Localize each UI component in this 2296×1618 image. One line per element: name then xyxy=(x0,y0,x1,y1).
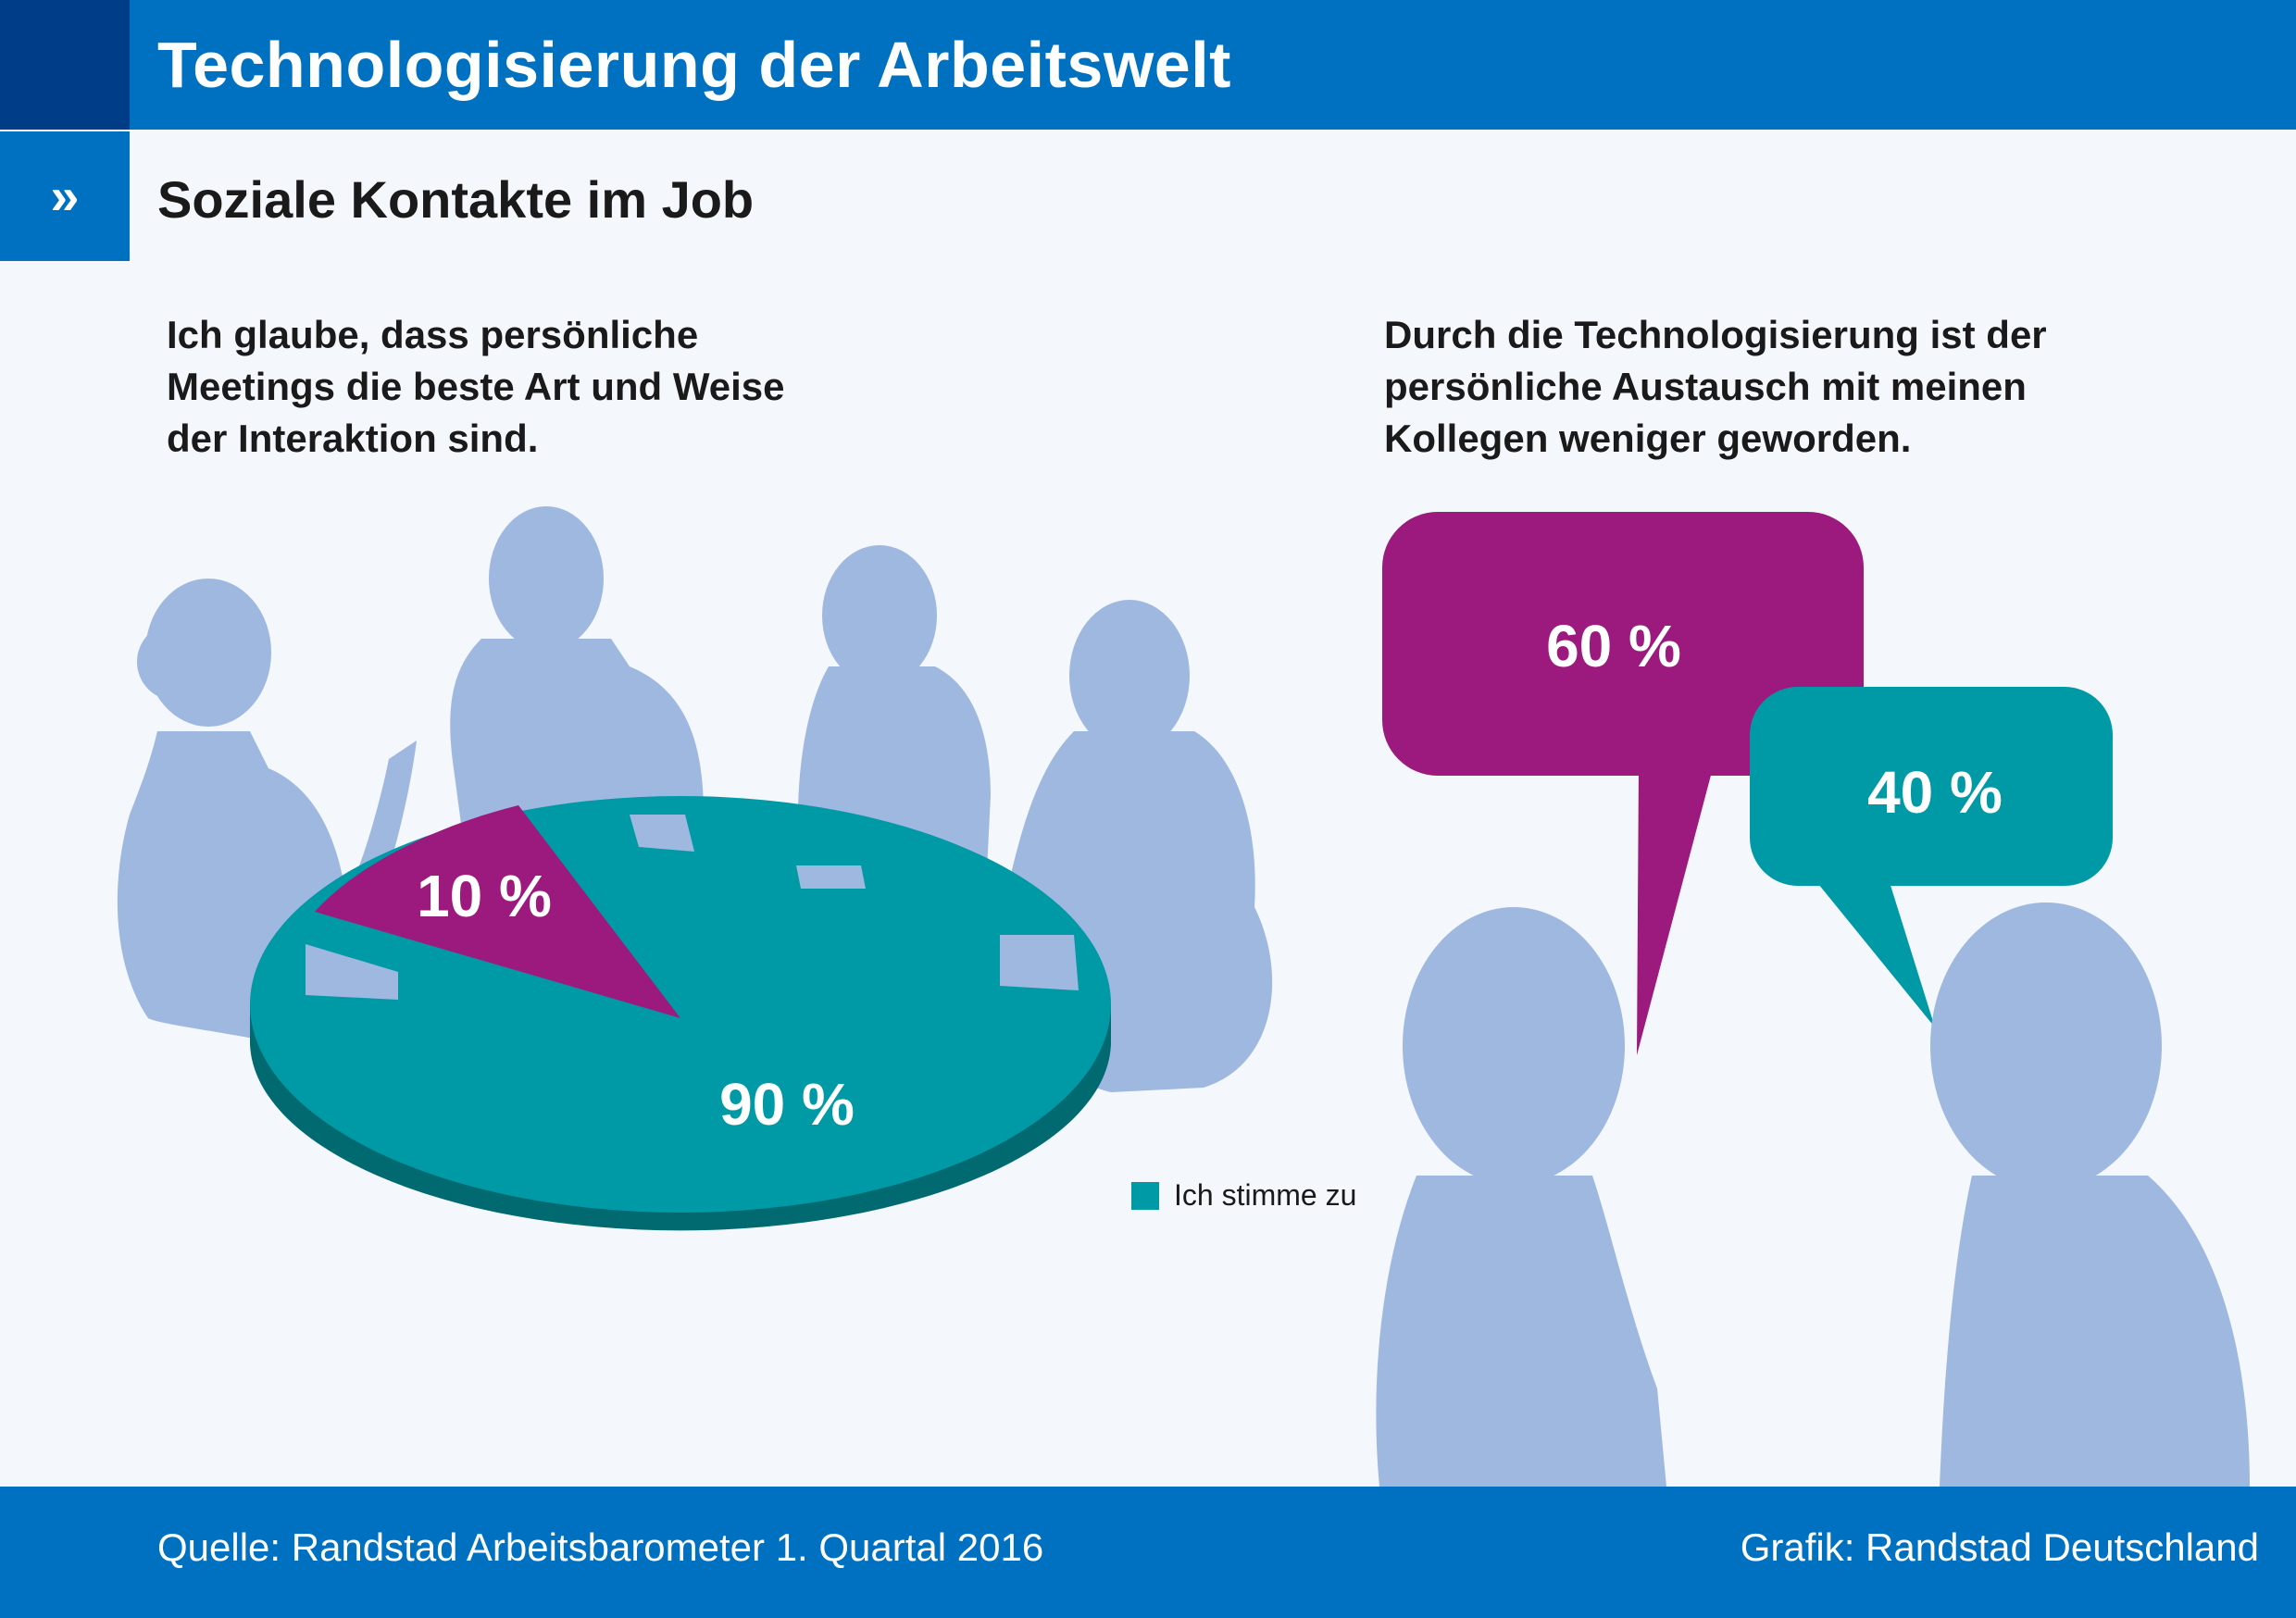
footer-source: Quelle: Randstad Arbeitsbarometer 1. Qua… xyxy=(157,1525,1044,1569)
bubble-label-purple: 60 % xyxy=(1546,613,1681,679)
bubble-label-teal: 40 % xyxy=(1867,759,2003,826)
speech-bubble-teal xyxy=(1750,687,2113,1027)
pie-chart xyxy=(250,796,1111,1231)
footer-bar xyxy=(0,1487,2296,1618)
speech-bubble-purple xyxy=(1382,512,1864,1055)
footer-credit: Grafik: Randstad Deutschland xyxy=(1740,1525,2259,1569)
chart-legend: Ich stimme zu xyxy=(1131,1178,1356,1213)
header-accent-block xyxy=(0,0,130,130)
pie-label-other: 10 % xyxy=(417,863,552,929)
meeting-hands xyxy=(306,815,1079,1000)
chevron-right-icon: » xyxy=(0,131,130,261)
legend-swatch-agree xyxy=(1131,1181,1159,1210)
pie-label-agree: 90 % xyxy=(719,1071,855,1138)
legend-label-agree: Ich stimme zu xyxy=(1174,1178,1357,1212)
page-subtitle: Soziale Kontakte im Job xyxy=(157,170,755,229)
chart-title-exchange: Durch die Technologisierung ist der pers… xyxy=(1384,313,2047,460)
conversation-silhouettes xyxy=(1376,902,2250,1487)
chart-title-meetings: Ich glaube, dass persönliche Meetings di… xyxy=(167,313,785,460)
pie-slice-agree xyxy=(250,796,1111,1213)
pie-slice-other xyxy=(315,805,680,1018)
header-bar xyxy=(0,0,2296,130)
page-title: Technologisierung der Arbeitswelt xyxy=(157,29,1231,101)
